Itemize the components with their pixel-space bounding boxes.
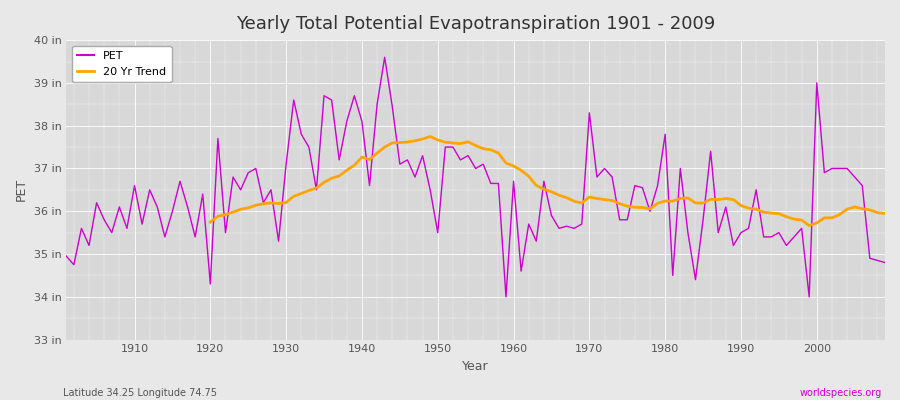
Y-axis label: PET: PET — [15, 178, 28, 202]
X-axis label: Year: Year — [463, 360, 489, 373]
Title: Yearly Total Potential Evapotranspiration 1901 - 2009: Yearly Total Potential Evapotranspiratio… — [236, 15, 716, 33]
Legend: PET, 20 Yr Trend: PET, 20 Yr Trend — [72, 46, 172, 82]
Text: worldspecies.org: worldspecies.org — [800, 388, 882, 398]
Text: Latitude 34.25 Longitude 74.75: Latitude 34.25 Longitude 74.75 — [63, 388, 217, 398]
